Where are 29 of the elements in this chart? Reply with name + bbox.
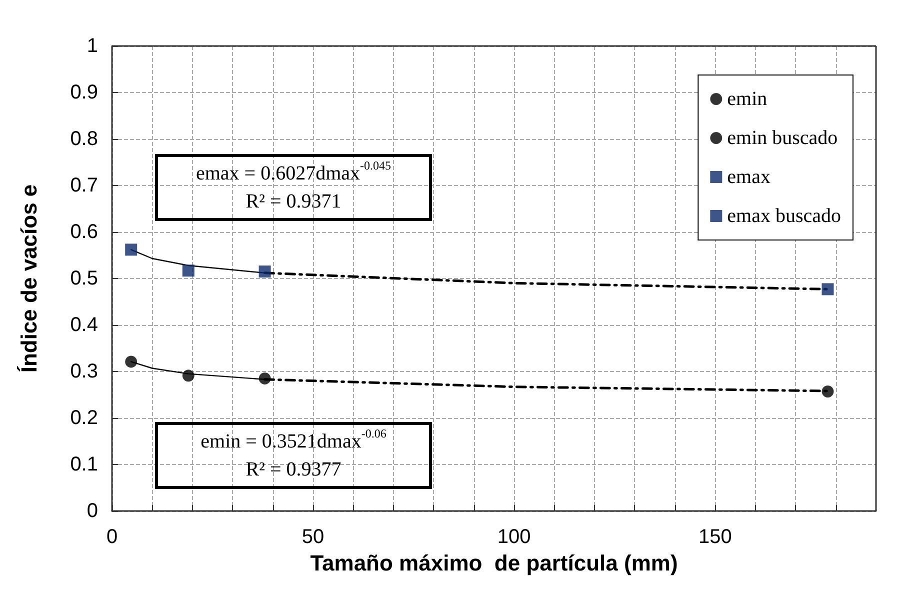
y-tick-label: 0.4 xyxy=(70,314,98,336)
legend-label: emax xyxy=(727,166,770,188)
y-tick-label: 0.1 xyxy=(70,454,98,476)
legend-label: emin buscado xyxy=(727,127,838,149)
legend-label: emin xyxy=(727,88,768,110)
point xyxy=(258,372,271,384)
x-tick-label: 50 xyxy=(302,526,324,548)
y-tick-label: 0.2 xyxy=(70,407,98,429)
x-tick-label: 150 xyxy=(698,526,732,548)
y-tick-label: 0 xyxy=(86,500,98,522)
point xyxy=(822,283,834,296)
y-tick-label: 0.3 xyxy=(70,360,98,382)
y-axis-title: Índice de vacíos e xyxy=(16,184,42,373)
y-tick-label: 0.6 xyxy=(70,221,98,243)
point xyxy=(125,356,138,368)
y-tick-label: 0.5 xyxy=(70,268,98,290)
y-tick-label: 0.8 xyxy=(70,128,98,150)
x-tick-label: 100 xyxy=(497,526,531,548)
point xyxy=(182,370,194,382)
y-tick-label: 1 xyxy=(86,35,98,57)
legend-label: emax buscado xyxy=(727,205,842,227)
point xyxy=(125,244,138,256)
point xyxy=(822,386,834,398)
x-tick-label: 0 xyxy=(106,526,118,548)
y-tick-label: 0.9 xyxy=(70,82,98,104)
x-axis-title: Tamaño máximo de partícula (mm) xyxy=(310,550,678,576)
point xyxy=(258,266,271,278)
point xyxy=(182,264,194,277)
y-tick-label: 0.7 xyxy=(70,174,98,196)
